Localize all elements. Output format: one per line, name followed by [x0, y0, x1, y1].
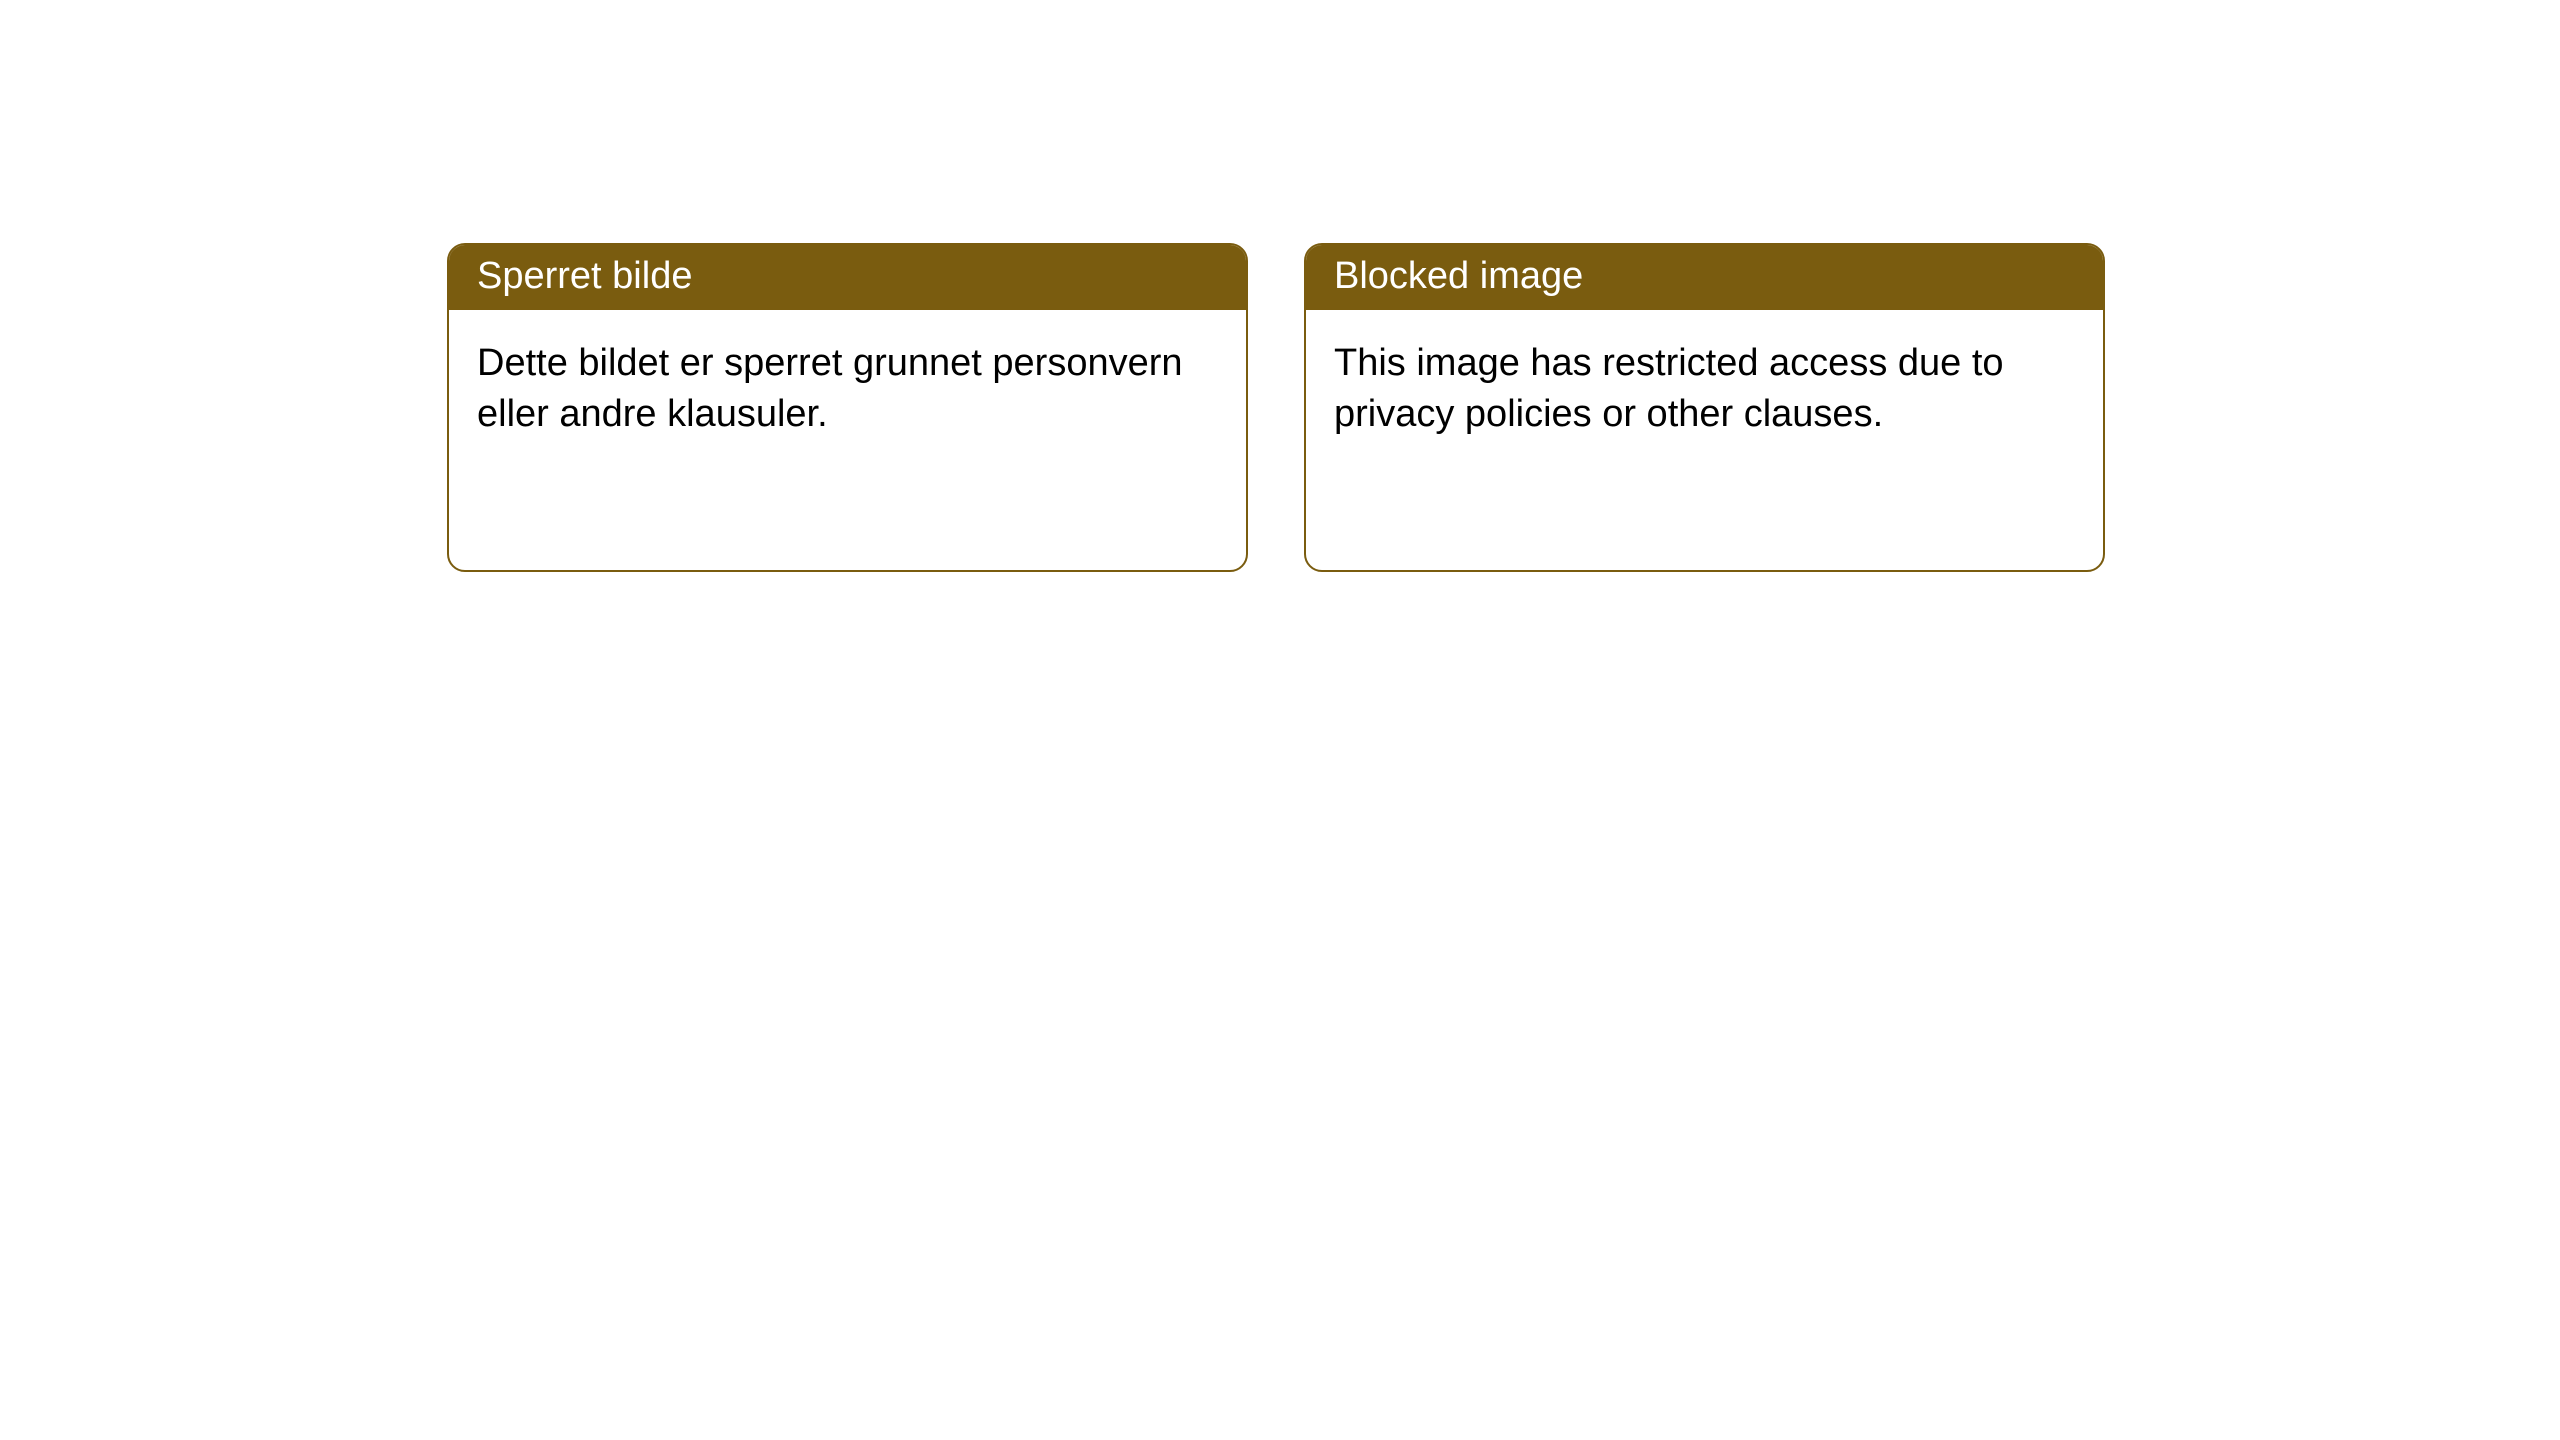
notice-title: Sperret bilde [477, 255, 692, 297]
notice-title: Blocked image [1334, 255, 1583, 297]
notice-header: Blocked image [1306, 245, 2103, 310]
notice-body: Dette bildet er sperret grunnet personve… [449, 310, 1246, 570]
notice-body: This image has restricted access due to … [1306, 310, 2103, 570]
notice-card-english: Blocked image This image has restricted … [1304, 243, 2105, 572]
notice-container: Sperret bilde Dette bildet er sperret gr… [447, 243, 2105, 572]
notice-body-text: Dette bildet er sperret grunnet personve… [477, 342, 1183, 435]
notice-card-norwegian: Sperret bilde Dette bildet er sperret gr… [447, 243, 1248, 572]
notice-header: Sperret bilde [449, 245, 1246, 310]
notice-body-text: This image has restricted access due to … [1334, 342, 2004, 435]
